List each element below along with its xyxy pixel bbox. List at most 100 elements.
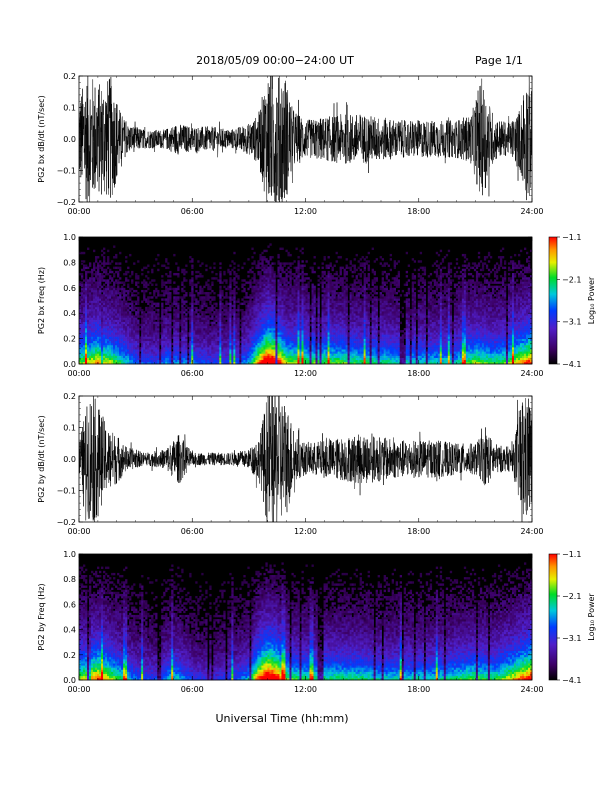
heatmap-cell	[95, 338, 98, 342]
heatmap-cell	[281, 332, 284, 335]
heatmap-cell	[265, 315, 268, 318]
heatmap-cell	[281, 336, 284, 339]
heatmap-cell	[89, 344, 92, 348]
heatmap-cell	[97, 289, 100, 293]
heatmap-cell	[241, 359, 244, 363]
heatmap-cell	[331, 319, 334, 322]
heatmap-cell	[81, 294, 84, 297]
heatmap-cell	[253, 351, 256, 354]
heatmap-cell	[229, 355, 232, 358]
heatmap-cell	[303, 279, 306, 282]
heatmap-cell	[111, 287, 114, 291]
heatmap-cell	[229, 264, 232, 267]
heatmap-cell	[99, 275, 102, 278]
heatmap-cell	[135, 353, 138, 356]
heatmap-cell	[81, 330, 84, 333]
heatmap-cell	[261, 285, 264, 289]
heatmap-cell	[199, 325, 202, 329]
heatmap-cell	[113, 308, 116, 312]
heatmap-cell	[163, 347, 166, 350]
heatmap-cell	[293, 292, 296, 295]
heatmap-cell	[253, 302, 256, 306]
heatmap-cell	[299, 347, 302, 350]
heatmap-cell	[163, 344, 166, 348]
heatmap-cell	[247, 281, 250, 284]
heatmap-cell	[131, 357, 134, 361]
heatmap-cell	[191, 260, 194, 263]
heatmap-cell	[231, 313, 234, 316]
heatmap-cell	[103, 355, 106, 358]
heatmap-cell	[307, 321, 310, 325]
heatmap-cell	[147, 270, 150, 274]
heatmap-cell	[285, 306, 288, 310]
heatmap-cell	[265, 347, 268, 350]
heatmap-cell	[263, 355, 266, 358]
heatmap-cell	[107, 317, 110, 320]
heatmap-cell	[305, 328, 308, 331]
heatmap-cell	[267, 266, 270, 270]
heatmap-cell	[193, 357, 196, 361]
heatmap-cell	[93, 277, 96, 280]
heatmap-cell	[331, 359, 334, 363]
heatmap-cell	[131, 302, 134, 306]
heatmap-cell	[267, 340, 270, 344]
heatmap-cell	[201, 313, 204, 316]
heatmap-cell	[293, 294, 296, 297]
heatmap-cell	[131, 336, 134, 339]
heatmap-cell	[85, 300, 88, 303]
heatmap-cell	[329, 361, 332, 365]
heatmap-cell	[203, 347, 206, 350]
heatmap-cell	[149, 281, 152, 284]
heatmap-cell	[315, 344, 318, 348]
heatmap-cell	[145, 298, 148, 301]
heatmap-cell	[275, 294, 278, 297]
heatmap-cell	[197, 351, 200, 354]
heatmap-cell	[291, 300, 294, 303]
heatmap-cell	[147, 319, 150, 322]
heatmap-cell	[219, 279, 222, 282]
heatmap-cell	[325, 340, 328, 344]
heatmap-cell	[145, 330, 148, 333]
heatmap-cell	[137, 359, 140, 363]
heatmap-cell	[251, 300, 254, 303]
heatmap-cell	[283, 342, 286, 346]
heatmap-cell	[315, 338, 318, 342]
heatmap-cell	[205, 347, 208, 350]
heatmap-cell	[123, 355, 126, 358]
heatmap-cell	[175, 347, 178, 350]
heatmap-cell	[287, 251, 290, 255]
heatmap-cell	[297, 277, 300, 280]
heatmap-cell	[215, 361, 218, 365]
heatmap-cell	[257, 266, 260, 270]
heatmap-cell	[299, 279, 302, 282]
heatmap-cell	[247, 340, 250, 344]
heatmap-cell	[285, 336, 288, 339]
heatmap-cell	[263, 268, 266, 272]
heatmap-cell	[143, 325, 146, 329]
heatmap-cell	[277, 287, 280, 291]
heatmap-cell	[95, 258, 98, 261]
heatmap-cell	[111, 336, 114, 339]
heatmap-cell	[269, 361, 272, 365]
heatmap-cell	[101, 353, 104, 356]
heatmap-cell	[115, 330, 118, 333]
heatmap-cell	[267, 285, 270, 289]
heatmap-cell	[293, 344, 296, 348]
heatmap-cell	[119, 296, 122, 299]
heatmap-cell	[275, 344, 278, 348]
heatmap-cell	[111, 296, 114, 299]
heatmap-cell	[325, 313, 328, 316]
heatmap-cell	[321, 338, 324, 342]
heatmap-cell	[103, 330, 106, 333]
heatmap-cell	[117, 349, 120, 352]
heatmap-cell	[105, 357, 108, 361]
heatmap-cell	[135, 357, 138, 361]
heatmap-cell	[315, 357, 318, 361]
heatmap-cell	[217, 315, 220, 318]
heatmap-cell	[247, 361, 250, 365]
heatmap-cell	[323, 298, 326, 301]
heatmap-cell	[117, 332, 120, 335]
heatmap-cell	[153, 279, 156, 282]
heatmap-cell	[217, 340, 220, 344]
heatmap-cell	[261, 289, 264, 293]
